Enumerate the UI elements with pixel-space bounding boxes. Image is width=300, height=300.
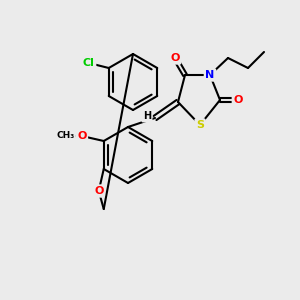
Text: O: O (94, 186, 104, 196)
Text: Cl: Cl (83, 58, 95, 68)
Text: O: O (77, 131, 86, 141)
Text: S: S (196, 120, 204, 130)
Text: O: O (170, 53, 180, 63)
Text: O: O (233, 95, 243, 105)
Text: H: H (143, 111, 151, 121)
Text: N: N (206, 70, 214, 80)
Text: CH₃: CH₃ (57, 131, 75, 140)
